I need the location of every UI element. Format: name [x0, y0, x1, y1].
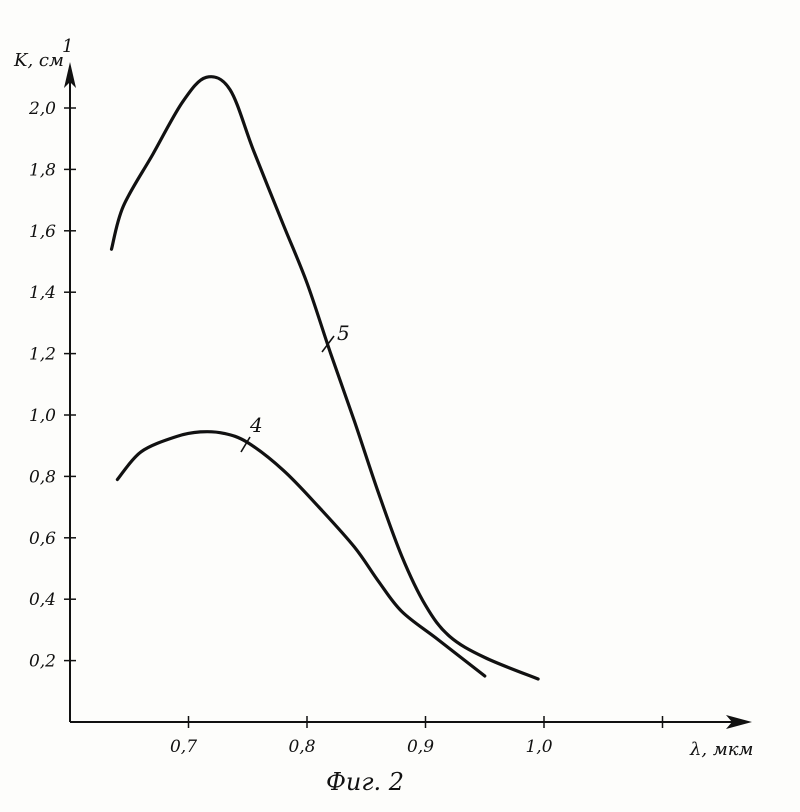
y-tick-label: 1,6 [29, 222, 56, 242]
y-tick-label: 2,0 [28, 99, 56, 119]
curve-5-label: 5 [337, 321, 350, 345]
y-tick-label: 1,2 [29, 345, 56, 365]
curve-4-label: 4 [249, 413, 263, 437]
figure-caption: Фиг. 2 [326, 768, 404, 796]
y-axis-label-superscript: 1 [62, 36, 73, 57]
y-tick-label: 1,8 [29, 160, 56, 180]
axes [64, 62, 752, 729]
curve-4 [117, 432, 484, 676]
y-tick-label: 1,4 [29, 283, 56, 303]
y-axis-label: K, см [13, 50, 64, 71]
x-tick-label: 0,8 [288, 737, 315, 757]
curve-5 [112, 77, 539, 679]
y-tick-label: 0,6 [29, 529, 56, 549]
labels: 0,2 0,4 0,6 0,8 1,0 1,2 1,4 1,6 1,8 2,0 0,7 0,8 0,9 1… [13, 36, 753, 796]
y-tick-label: 0,4 [29, 590, 56, 610]
curves [112, 77, 539, 679]
x-tick-label: 0,9 [407, 737, 434, 757]
x-tick-label: 1,0 [525, 737, 552, 757]
y-tick-label: 0,8 [29, 467, 56, 487]
y-tick-label: 0,2 [29, 652, 56, 672]
x-tick-label: 0,7 [170, 737, 197, 757]
y-tick-label: 1,0 [29, 406, 56, 426]
x-axis-label: λ, мкм [689, 739, 753, 760]
